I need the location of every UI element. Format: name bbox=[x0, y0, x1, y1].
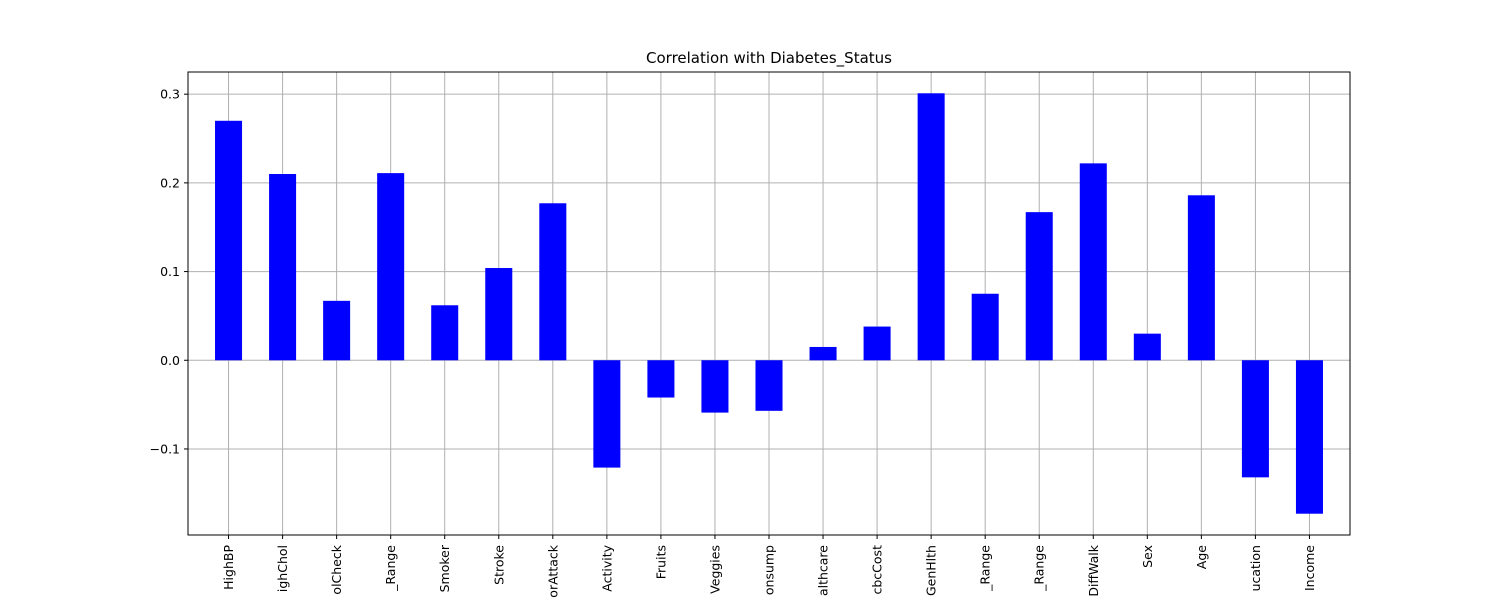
y-tick-label: 0.2 bbox=[160, 175, 180, 190]
x-tick-label: DiffWalk bbox=[1086, 544, 1101, 596]
x-tick-label: olCheck bbox=[329, 544, 344, 594]
bar bbox=[1079, 163, 1107, 361]
x-tick-label: Stroke bbox=[491, 545, 506, 585]
x-tick-label: cbcCost bbox=[870, 545, 885, 595]
bar bbox=[647, 360, 675, 398]
x-tick-label: onsump bbox=[762, 545, 777, 595]
x-tick-label: Age bbox=[1194, 545, 1209, 569]
x-tick-label: Smoker bbox=[437, 544, 452, 592]
bar bbox=[1241, 360, 1269, 478]
x-tick-label: _Range bbox=[978, 545, 993, 592]
x-tick-label: althcare bbox=[816, 545, 831, 596]
bar bbox=[809, 346, 837, 361]
x-tick-label: ighChol bbox=[275, 545, 290, 592]
y-tick-label: 0.3 bbox=[160, 87, 180, 102]
x-tick-label: Sex bbox=[1140, 545, 1155, 568]
x-tick-label: ucation bbox=[1248, 545, 1263, 591]
y-tick-label: 0.1 bbox=[160, 264, 180, 279]
x-tick-label: _Range bbox=[1032, 545, 1047, 592]
bar bbox=[917, 93, 945, 361]
x-tick-label: GenHlth bbox=[924, 545, 939, 596]
bar bbox=[755, 360, 783, 411]
bar bbox=[971, 293, 999, 361]
grid-lines bbox=[188, 72, 1350, 535]
x-tick-label: _Range bbox=[383, 545, 398, 592]
bar bbox=[593, 360, 621, 468]
bar bbox=[1295, 360, 1323, 514]
y-tick-label: −0.1 bbox=[150, 441, 180, 456]
bar bbox=[485, 268, 513, 361]
bar bbox=[1133, 333, 1161, 361]
x-tick-label: HighBP bbox=[221, 545, 236, 590]
bar bbox=[431, 305, 459, 361]
x-tick-label: Veggies bbox=[707, 545, 722, 594]
bar bbox=[215, 120, 243, 361]
x-tick-label: Activity bbox=[599, 544, 614, 591]
bar bbox=[1187, 195, 1215, 361]
chart-title: Correlation with Diabetes_Status bbox=[646, 49, 892, 68]
x-tick-label: orAttack bbox=[545, 544, 560, 597]
bar bbox=[323, 300, 351, 361]
bar bbox=[701, 360, 729, 413]
y-axis: −0.1 0.0 0.1 0.2 0.3 bbox=[150, 87, 188, 456]
bar bbox=[1025, 212, 1053, 361]
y-tick-label: 0.0 bbox=[160, 353, 180, 368]
bar bbox=[539, 203, 567, 361]
x-tick-label: Fruits bbox=[653, 545, 668, 579]
bars-group bbox=[215, 93, 1323, 514]
bar bbox=[377, 173, 405, 361]
bar bbox=[269, 174, 297, 361]
x-tick-label: Income bbox=[1302, 545, 1317, 591]
bar bbox=[863, 326, 891, 361]
x-axis: HighBP ighChol olCheck _Range Smoker Stroke or… bbox=[221, 535, 1317, 598]
